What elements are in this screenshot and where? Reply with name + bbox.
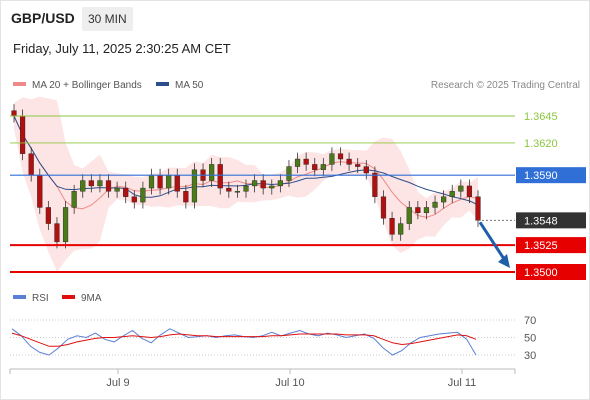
level-label-1.3500: 1.3500 — [524, 267, 558, 279]
level-badge-1.3525 — [516, 237, 586, 254]
candle-body — [312, 164, 318, 170]
candle-body — [19, 115, 26, 154]
copyright-text: Research © 2025 Trading Central — [430, 80, 580, 91]
candle-body — [303, 158, 309, 165]
candle-body — [475, 196, 481, 221]
x-tick-label: Jul 11 — [448, 377, 477, 389]
candle-body — [329, 153, 335, 165]
level-label-1.3620: 1.3620 — [524, 138, 558, 150]
candle-body — [251, 180, 258, 187]
candle-body — [114, 187, 120, 192]
candle-body — [415, 207, 421, 214]
candle-body — [166, 174, 172, 189]
level-label-1.3548: 1.3548 — [524, 215, 558, 227]
candle-body — [11, 110, 17, 117]
rsi-tick-label: 50 — [524, 333, 536, 345]
candle-body — [97, 180, 103, 187]
legend-ma50-label: MA 50 — [175, 80, 204, 91]
candle-body — [398, 223, 404, 235]
rsi-tick-label: 70 — [524, 315, 536, 327]
x-tick-label: Jul 10 — [275, 377, 304, 389]
symbol-title: GBP/USD — [11, 10, 75, 26]
candle-body — [157, 174, 163, 189]
legend-ma50: MA 50 — [156, 80, 203, 91]
candle-body — [174, 174, 180, 192]
candle-body — [466, 185, 473, 197]
chart-header: GBP/USD 30 MIN — [0, 0, 590, 36]
candle-body — [355, 164, 361, 167]
legend-rsi: RSI — [13, 293, 49, 304]
candle-body — [234, 191, 241, 193]
candle-body — [346, 158, 352, 165]
candle-body — [123, 187, 129, 197]
candle-body — [37, 174, 43, 208]
candle-body — [337, 153, 344, 160]
candle-body — [131, 196, 137, 203]
legend-ma20: MA 20 + Bollinger Bands — [13, 80, 142, 91]
candle-body — [45, 207, 51, 224]
legend-9ma: 9MA — [62, 293, 102, 304]
candle-body — [183, 191, 189, 203]
candle-body — [243, 185, 249, 192]
candle-body — [294, 158, 301, 167]
legend-ma20-label: MA 20 + Bollinger Bands — [32, 80, 142, 91]
candle-body — [209, 164, 215, 181]
candle-body — [80, 180, 86, 192]
level-badge-1.3590 — [516, 167, 586, 184]
rsi-ma-line — [11, 332, 477, 347]
forecast-arrow-head — [498, 254, 510, 268]
candle-body — [62, 207, 69, 243]
datetime-label: Friday, July 11, 2025 2:30:25 AM CET — [13, 41, 231, 56]
candle-body — [217, 164, 223, 189]
candle-body — [406, 207, 412, 224]
forecast-arrow-shaft — [478, 221, 508, 263]
candle-body — [88, 180, 94, 187]
ma20-swatch — [13, 82, 26, 87]
candle-body — [148, 174, 155, 189]
candle-body — [441, 196, 447, 203]
level-label-1.3645: 1.3645 — [524, 111, 558, 123]
legend-rsi-label: RSI — [32, 293, 49, 304]
candle-body — [269, 185, 275, 189]
candle-body — [449, 191, 455, 197]
9ma-swatch — [62, 295, 75, 300]
candle-body — [320, 164, 326, 170]
level-label-1.3525: 1.3525 — [524, 240, 558, 252]
candle-body — [432, 201, 438, 208]
candle-body — [389, 218, 395, 235]
rsi-swatch — [13, 295, 26, 300]
candle-body — [54, 223, 60, 243]
timeframe-badge[interactable]: 30 MIN — [82, 7, 133, 31]
candle-body — [277, 180, 283, 187]
candle-body — [260, 180, 266, 189]
level-badge-1.3500 — [516, 264, 586, 280]
candle-body — [286, 166, 292, 181]
candle-body — [372, 172, 378, 197]
candle-body — [28, 153, 34, 176]
level-label-1.3590: 1.3590 — [524, 170, 558, 182]
rsi-tick-label: 30 — [524, 350, 536, 362]
candle-body — [423, 207, 430, 214]
candle-body — [458, 185, 464, 192]
candle-body — [71, 191, 77, 208]
candle-body — [105, 180, 112, 192]
candle-body — [380, 196, 387, 219]
x-tick-label: Jul 9 — [106, 377, 129, 389]
candle-body — [191, 169, 198, 203]
level-badge-1.3548 — [516, 212, 586, 229]
candle-body — [226, 187, 232, 192]
candle-body — [363, 166, 369, 174]
candle-body — [140, 187, 146, 203]
legend-9ma-label: 9MA — [81, 293, 102, 304]
rsi-line — [11, 328, 477, 356]
ma50-swatch — [156, 82, 169, 87]
